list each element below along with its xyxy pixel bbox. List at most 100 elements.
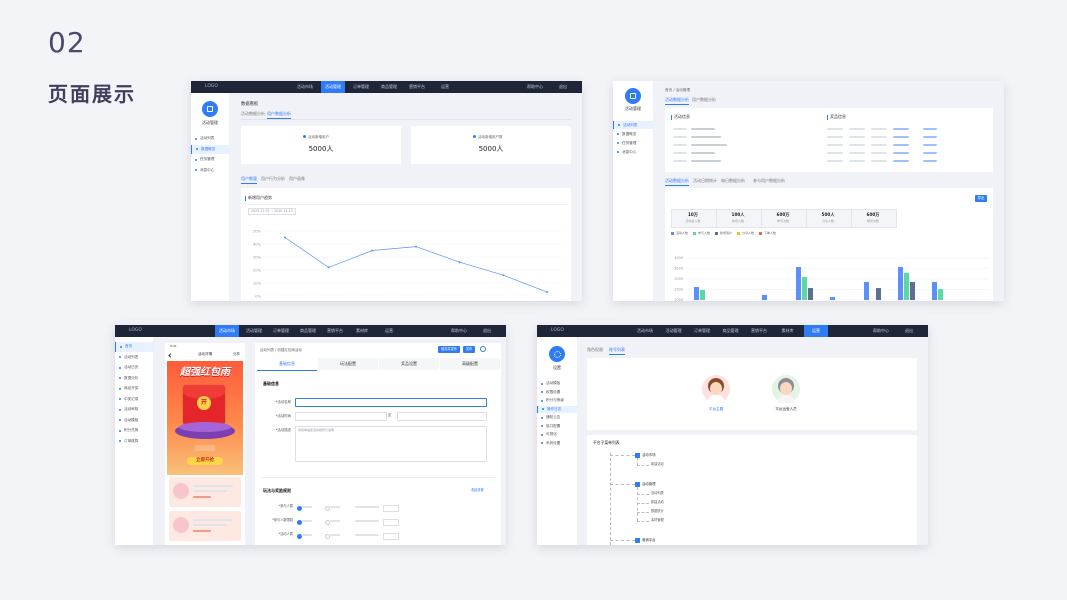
text-input[interactable] — [295, 398, 487, 407]
tree-node[interactable]: 活动管理 — [642, 482, 656, 486]
tree-leaf[interactable]: 数据统计 — [651, 509, 664, 513]
role-label[interactable]: 平台主题 — [708, 407, 724, 411]
radio[interactable] — [297, 519, 302, 525]
action-button[interactable]: 发布 — [463, 346, 475, 353]
export-button[interactable]: 导出 — [975, 195, 987, 202]
small-input[interactable] — [383, 518, 399, 526]
small-input[interactable] — [383, 504, 399, 512]
tree-leaf[interactable]: 活动列表 — [651, 491, 664, 495]
side-menu-item[interactable]: 数据概览 — [613, 130, 653, 138]
share-link[interactable]: 分享 — [233, 352, 240, 356]
side-menu-item[interactable]: 活动审核 — [115, 405, 153, 415]
nav-item[interactable]: 素材库 — [356, 328, 368, 333]
tab[interactable]: 用户行为分析 — [261, 176, 285, 181]
side-menu-item[interactable]: 权限设置 — [537, 389, 577, 397]
nav-item[interactable]: 运营 — [441, 84, 449, 89]
tree-node[interactable]: 营销平台 — [642, 538, 656, 542]
side-menu-item[interactable]: 积分与等级 — [537, 397, 577, 405]
side-menu-item[interactable]: 操作日志 — [537, 405, 578, 413]
side-menu-item[interactable]: 任务管理 — [191, 155, 229, 165]
small-input[interactable] — [383, 532, 399, 540]
tab[interactable]: 活动数据分析 — [665, 97, 689, 106]
logout-link[interactable]: 退出 — [559, 84, 567, 89]
side-menu-item[interactable]: 活动列表 — [613, 121, 654, 129]
nav-item[interactable]: 营销平台 — [409, 84, 425, 89]
side-menu-item[interactable]: 活动模板 — [537, 380, 577, 388]
radio[interactable] — [325, 519, 330, 525]
help-link[interactable]: 帮助中心 — [451, 328, 467, 333]
date-input[interactable] — [295, 412, 387, 421]
side-menu-item[interactable]: 系统设置 — [537, 440, 577, 448]
side-menu-item[interactable]: 活动模板 — [115, 416, 153, 426]
side-menu-item[interactable]: 订单核算 — [115, 437, 153, 447]
side-menu-item[interactable]: 任务管理 — [613, 139, 653, 147]
nav-item[interactable]: 营销平台 — [751, 328, 767, 333]
side-menu-item[interactable]: 通知公告 — [537, 414, 577, 422]
nav-item[interactable]: 商品管理 — [722, 328, 739, 333]
side-menu-item[interactable]: 活动列表 — [191, 134, 229, 144]
nav-item[interactable]: 活动市场 — [215, 325, 239, 337]
side-menu-item[interactable]: 数据概览 — [191, 144, 230, 154]
tab[interactable]: 每日数据分析 — [721, 178, 745, 183]
role-label[interactable]: 平台运营人员 — [775, 407, 797, 411]
side-menu-item[interactable]: 中奖记录 — [115, 395, 153, 405]
radio[interactable] — [325, 505, 330, 511]
side-menu-item[interactable]: 首页 — [115, 342, 154, 352]
side-menu-item[interactable]: 积分兑换 — [115, 426, 153, 436]
tab[interactable]: 活动数据分析 — [241, 111, 265, 116]
tab[interactable]: 用户数量 — [241, 176, 257, 185]
nav-item[interactable]: 素材库 — [781, 328, 794, 333]
date-input[interactable] — [397, 412, 487, 421]
help-link[interactable]: 帮助中心 — [873, 328, 889, 333]
date-filter[interactable]: 2020-11-01 ~ 2020-11-13 — [248, 208, 296, 215]
form-tab[interactable]: 奖品设置 — [379, 358, 439, 370]
side-menu-item[interactable]: 活动列表 — [115, 353, 153, 363]
nav-item[interactable]: 运营 — [804, 325, 828, 337]
form-tab[interactable]: 玩法配置 — [318, 358, 378, 370]
tab[interactable]: 用户画像 — [289, 176, 305, 181]
side-menu-item[interactable]: 数据分析 — [115, 374, 153, 384]
help-link[interactable]: 帮助中心 — [527, 84, 543, 89]
nav-item[interactable]: 营销平台 — [327, 328, 343, 333]
side-menu-item[interactable]: 消息中心 — [191, 166, 229, 176]
nav-item[interactable]: 活动市场 — [637, 328, 653, 333]
nav-item[interactable]: 运营 — [385, 328, 393, 333]
radio[interactable] — [325, 533, 330, 539]
start-button[interactable]: 立即开抢 — [187, 457, 223, 465]
tab[interactable]: 用户数据分析 — [692, 97, 716, 102]
form-tab[interactable]: 基础信息 — [257, 358, 317, 371]
side-menu-item[interactable]: 商品开奖 — [115, 384, 153, 394]
nav-item[interactable]: 活动管理 — [665, 328, 682, 333]
action-button[interactable]: 保存并发布 — [438, 346, 460, 353]
nav-item[interactable]: 订单管理 — [273, 328, 289, 333]
tree-leaf[interactable]: 素材管理 — [651, 518, 664, 522]
logout-link[interactable]: 退出 — [483, 328, 491, 333]
open-coin[interactable]: 开 — [197, 396, 211, 410]
nav-item[interactable]: 活动市场 — [297, 84, 313, 89]
nav-item[interactable]: 订单管理 — [353, 84, 369, 89]
tree-toggle[interactable] — [635, 538, 640, 543]
nav-item[interactable]: 商品管理 — [381, 84, 397, 89]
nav-item[interactable]: 活动管理 — [246, 328, 262, 333]
nav-item[interactable]: 订单管理 — [694, 328, 710, 333]
radio[interactable] — [297, 505, 302, 511]
textarea[interactable] — [295, 426, 487, 462]
side-menu-item[interactable]: 活动日历 — [115, 363, 153, 373]
tree-toggle[interactable] — [635, 453, 640, 458]
tree-leaf[interactable]: 新建活动 — [651, 462, 664, 466]
collapse-toggle[interactable]: 收起设置 — [471, 488, 484, 492]
side-menu-item[interactable]: 可视化 — [537, 431, 577, 439]
nav-item[interactable]: 活动管理 — [321, 81, 345, 93]
power-icon[interactable] — [480, 346, 486, 352]
tab[interactable]: 参与用户数据分析 — [753, 178, 785, 183]
side-menu-item[interactable]: 接口配置 — [537, 423, 577, 431]
tree-leaf[interactable]: 新建活动 — [651, 500, 664, 504]
tab[interactable]: 账号列表 — [609, 347, 625, 356]
radio[interactable] — [297, 533, 302, 539]
logout-link[interactable]: 退出 — [905, 328, 913, 333]
form-tab[interactable]: 高级配置 — [440, 358, 500, 370]
tab[interactable]: 活动日期统计 — [693, 178, 717, 183]
tree-toggle[interactable] — [635, 482, 640, 487]
tab[interactable]: 用户数据分析 — [267, 111, 291, 120]
tree-node[interactable]: 活动市场 — [642, 453, 656, 457]
